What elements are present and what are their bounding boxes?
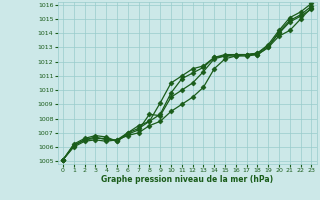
X-axis label: Graphe pression niveau de la mer (hPa): Graphe pression niveau de la mer (hPa) (101, 175, 273, 184)
